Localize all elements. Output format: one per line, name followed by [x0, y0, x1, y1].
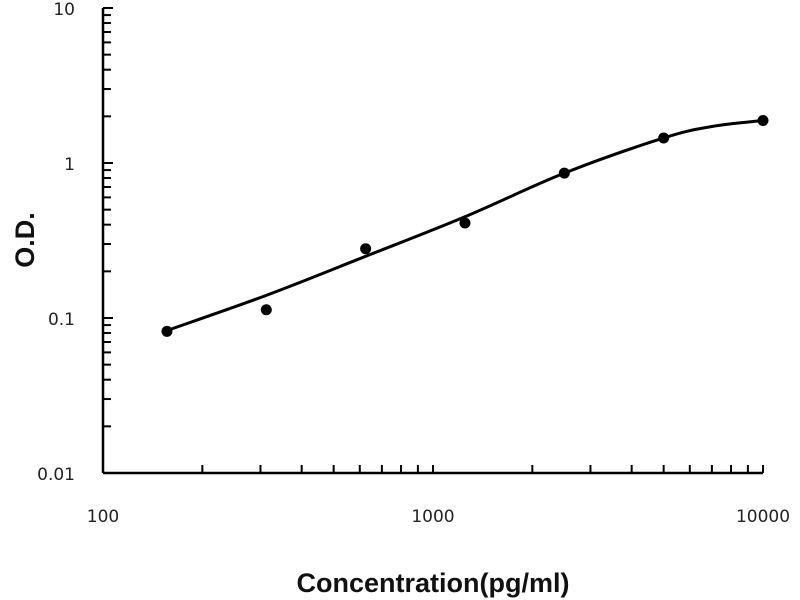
tick-labels: 0.01 0.1 1 10 100 1000 10000	[37, 0, 790, 527]
data-points	[161, 115, 769, 337]
x-tick-label: 10000	[736, 507, 790, 527]
data-point	[459, 217, 471, 229]
y-tick-label: 0.01	[37, 465, 75, 485]
x-tick-label: 1000	[411, 507, 454, 527]
x-tick-label: 100	[87, 507, 119, 527]
data-point	[558, 167, 570, 179]
data-point	[161, 325, 173, 337]
y-tick-label: 1	[64, 155, 75, 175]
x-axis-title: Concentration(pg/ml)	[297, 568, 570, 598]
y-tick-label: 10	[53, 0, 75, 20]
data-point	[360, 243, 372, 255]
fit-curve	[166, 119, 764, 332]
y-tick-label: 0.1	[48, 310, 75, 330]
data-point	[658, 132, 670, 144]
axes	[101, 7, 764, 475]
y-axis-title: O.D.	[10, 212, 40, 268]
data-point	[757, 115, 769, 127]
data-point	[260, 304, 272, 316]
